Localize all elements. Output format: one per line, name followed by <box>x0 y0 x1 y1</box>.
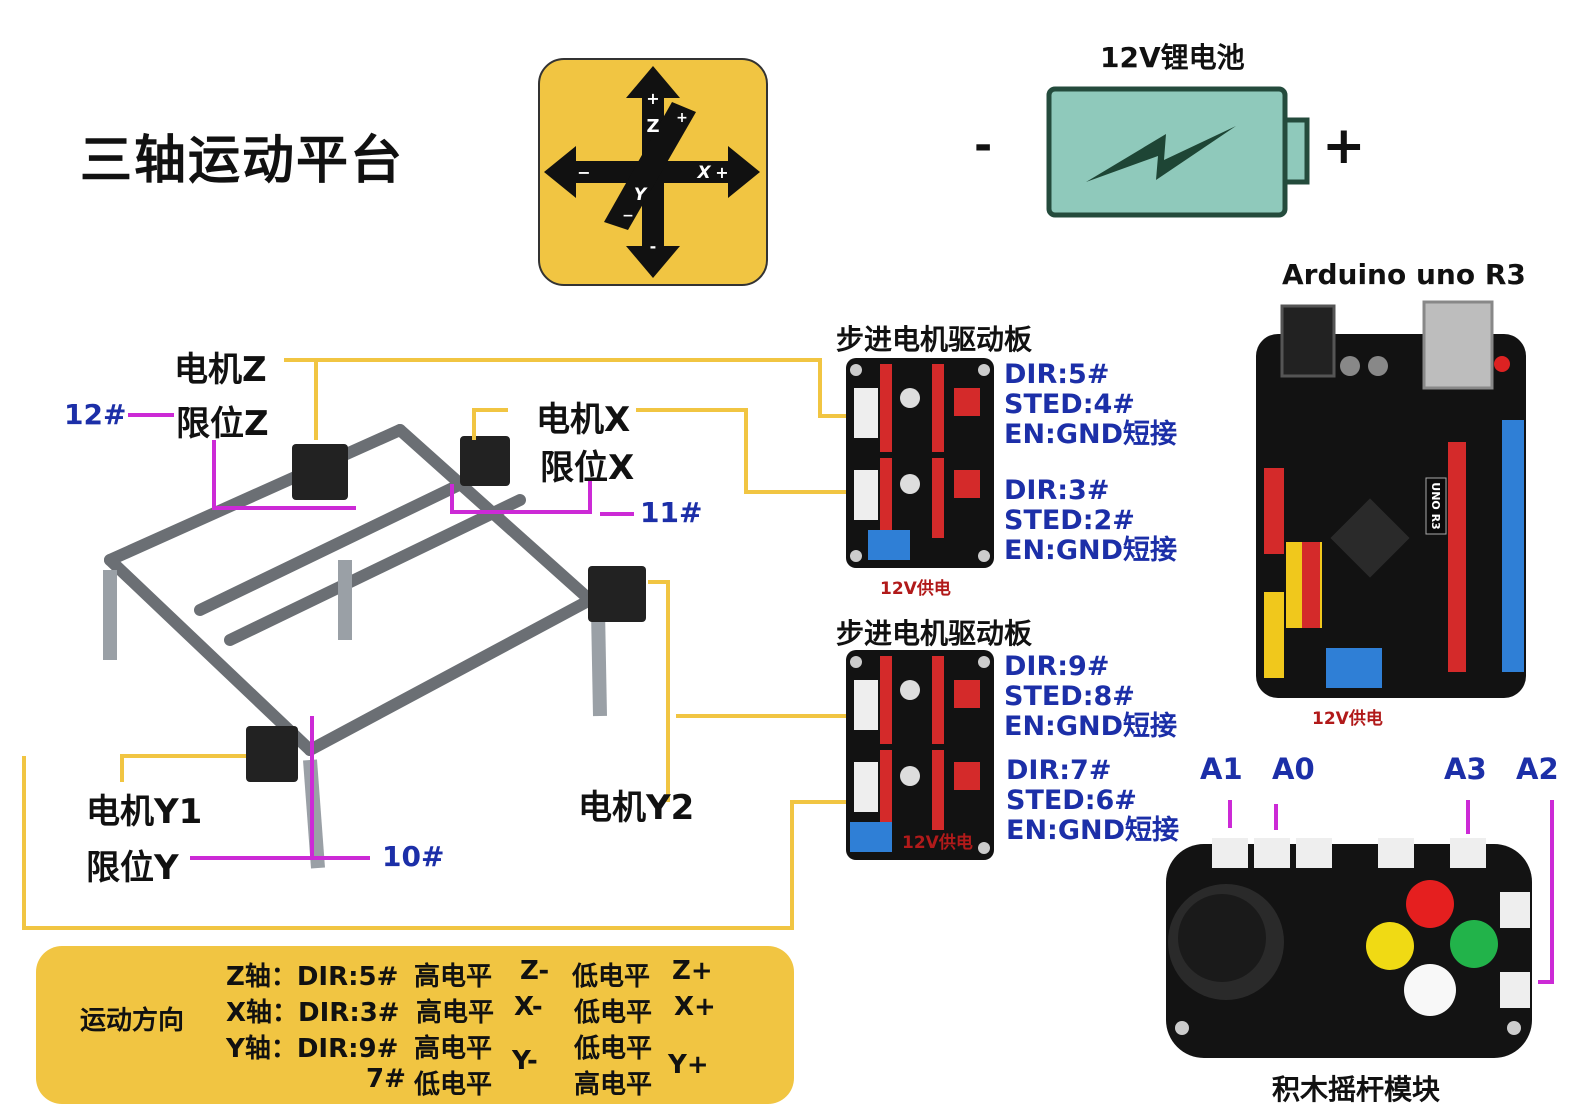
dir-label: DIR:5# <box>1004 359 1110 390</box>
legend-title: 运动方向 <box>80 1006 185 1036</box>
dir-label: DIR:9# <box>1004 651 1110 682</box>
axis-direction-icon: + Z - X + − Y − + <box>538 58 768 286</box>
axis-arrows-icon: + Z - X + − Y − + <box>544 66 760 278</box>
en-label: EN:GND短接 <box>1004 711 1178 742</box>
motor-y1-label: 电机Y1 <box>86 792 203 832</box>
svg-text:+: + <box>676 110 688 126</box>
en-label: EN:GND短接 <box>1004 535 1178 566</box>
pin-x-label: 11# <box>640 496 703 529</box>
limit-x-label: 限位X <box>540 448 635 488</box>
page-title: 三轴运动平台 <box>80 131 405 191</box>
battery-icon <box>1046 86 1316 224</box>
step-label: STED:2# <box>1004 505 1135 536</box>
en-label: EN:GND短接 <box>1006 815 1180 846</box>
limit-z-label: 限位Z <box>176 404 269 444</box>
driver-top-label: 步进电机驱动板 <box>836 323 1033 356</box>
en-label: EN:GND短接 <box>1004 419 1178 450</box>
legend-x-plus: X+ <box>674 992 716 1022</box>
legend-y-high: 高电平 <box>414 1034 493 1064</box>
svg-text:−: − <box>622 208 634 224</box>
step-label: STED:4# <box>1004 389 1135 420</box>
legend-y-low: 低电平 <box>574 1034 653 1064</box>
battery-minus: - <box>974 120 993 171</box>
svg-text:+: + <box>715 163 728 182</box>
svg-text:+: + <box>646 89 659 108</box>
pin-y-label: 10# <box>382 840 445 873</box>
motor-y2-label: 电机Y2 <box>578 788 695 828</box>
svg-text:Y: Y <box>634 185 648 205</box>
legend-z-axis: Z轴：DIR:5# <box>226 962 399 992</box>
driver-bottom-ch1-pins: DIR:9# STED:8# EN:GND短接 <box>1004 652 1177 742</box>
legend-y-axis: Y轴：DIR:9# <box>226 1034 399 1064</box>
legend-z-plus: Z+ <box>672 956 713 986</box>
arduino-label: Arduino uno R3 <box>1282 258 1526 291</box>
driver-bottom-power-label: 12V供电 <box>902 833 973 853</box>
battery-label: 12V锂电池 <box>1100 41 1245 74</box>
dir-label: DIR:3# <box>1004 475 1110 506</box>
legend-x-high: 高电平 <box>416 998 495 1028</box>
legend-z-minus: Z- <box>520 956 550 986</box>
legend-x-low: 低电平 <box>574 998 653 1028</box>
joystick-module-image <box>1164 838 1534 1068</box>
pin-z-label: 12# <box>64 398 127 431</box>
svg-text:Z: Z <box>646 116 659 137</box>
legend-y-minus: Y- <box>512 1046 538 1076</box>
step-label: STED:6# <box>1006 785 1137 816</box>
pin-a3-label: A3 <box>1444 752 1487 786</box>
pin-a2-label: A2 <box>1516 752 1559 786</box>
arduino-board-image: UNO R3 <box>1252 300 1530 706</box>
legend-z-high: 高电平 <box>414 962 493 992</box>
pin-a1-label: A1 <box>1200 752 1243 786</box>
svg-text:X: X <box>696 163 711 183</box>
pin-a0-label: A0 <box>1272 752 1315 786</box>
legend-y-plus: Y+ <box>668 1050 709 1080</box>
limit-y-label: 限位Y <box>86 848 179 888</box>
step-label: STED:8# <box>1004 681 1135 712</box>
legend-y-pin7: 7# <box>366 1064 406 1094</box>
motor-x-label: 电机X <box>536 400 631 440</box>
arduino-power-label: 12V供电 <box>1312 709 1383 729</box>
driver-top-ch2-pins: DIR:3# STED:2# EN:GND短接 <box>1004 476 1177 566</box>
driver-top-power-label: 12V供电 <box>880 579 951 599</box>
svg-text:-: - <box>650 237 657 256</box>
legend-z-low: 低电平 <box>572 962 651 992</box>
driver-top-ch1-pins: DIR:5# STED:4# EN:GND短接 <box>1004 360 1177 450</box>
joystick-label: 积木摇杆模块 <box>1272 1073 1441 1106</box>
driver-bottom-ch2-pins: DIR:7# STED:6# EN:GND短接 <box>1006 756 1179 846</box>
driver-board-top-image <box>846 358 994 572</box>
driver-bottom-label: 步进电机驱动板 <box>836 617 1033 650</box>
motion-direction-legend: 运动方向 Z轴：DIR:5# 高电平 Z- 低电平 Z+ X轴：DIR:3# 高… <box>36 946 794 1104</box>
svg-text:−: − <box>577 163 590 182</box>
legend-x-axis: X轴：DIR:3# <box>226 998 400 1028</box>
motor-z-label: 电机Z <box>174 350 267 390</box>
battery-plus: + <box>1322 116 1366 176</box>
svg-text:UNO R3: UNO R3 <box>1429 482 1442 529</box>
legend-x-minus: X- <box>514 992 543 1022</box>
driver-board-bottom-image <box>846 650 994 864</box>
dir-label: DIR:7# <box>1006 755 1112 786</box>
legend-y-high2: 高电平 <box>574 1070 653 1100</box>
legend-y-low2: 低电平 <box>414 1070 493 1100</box>
